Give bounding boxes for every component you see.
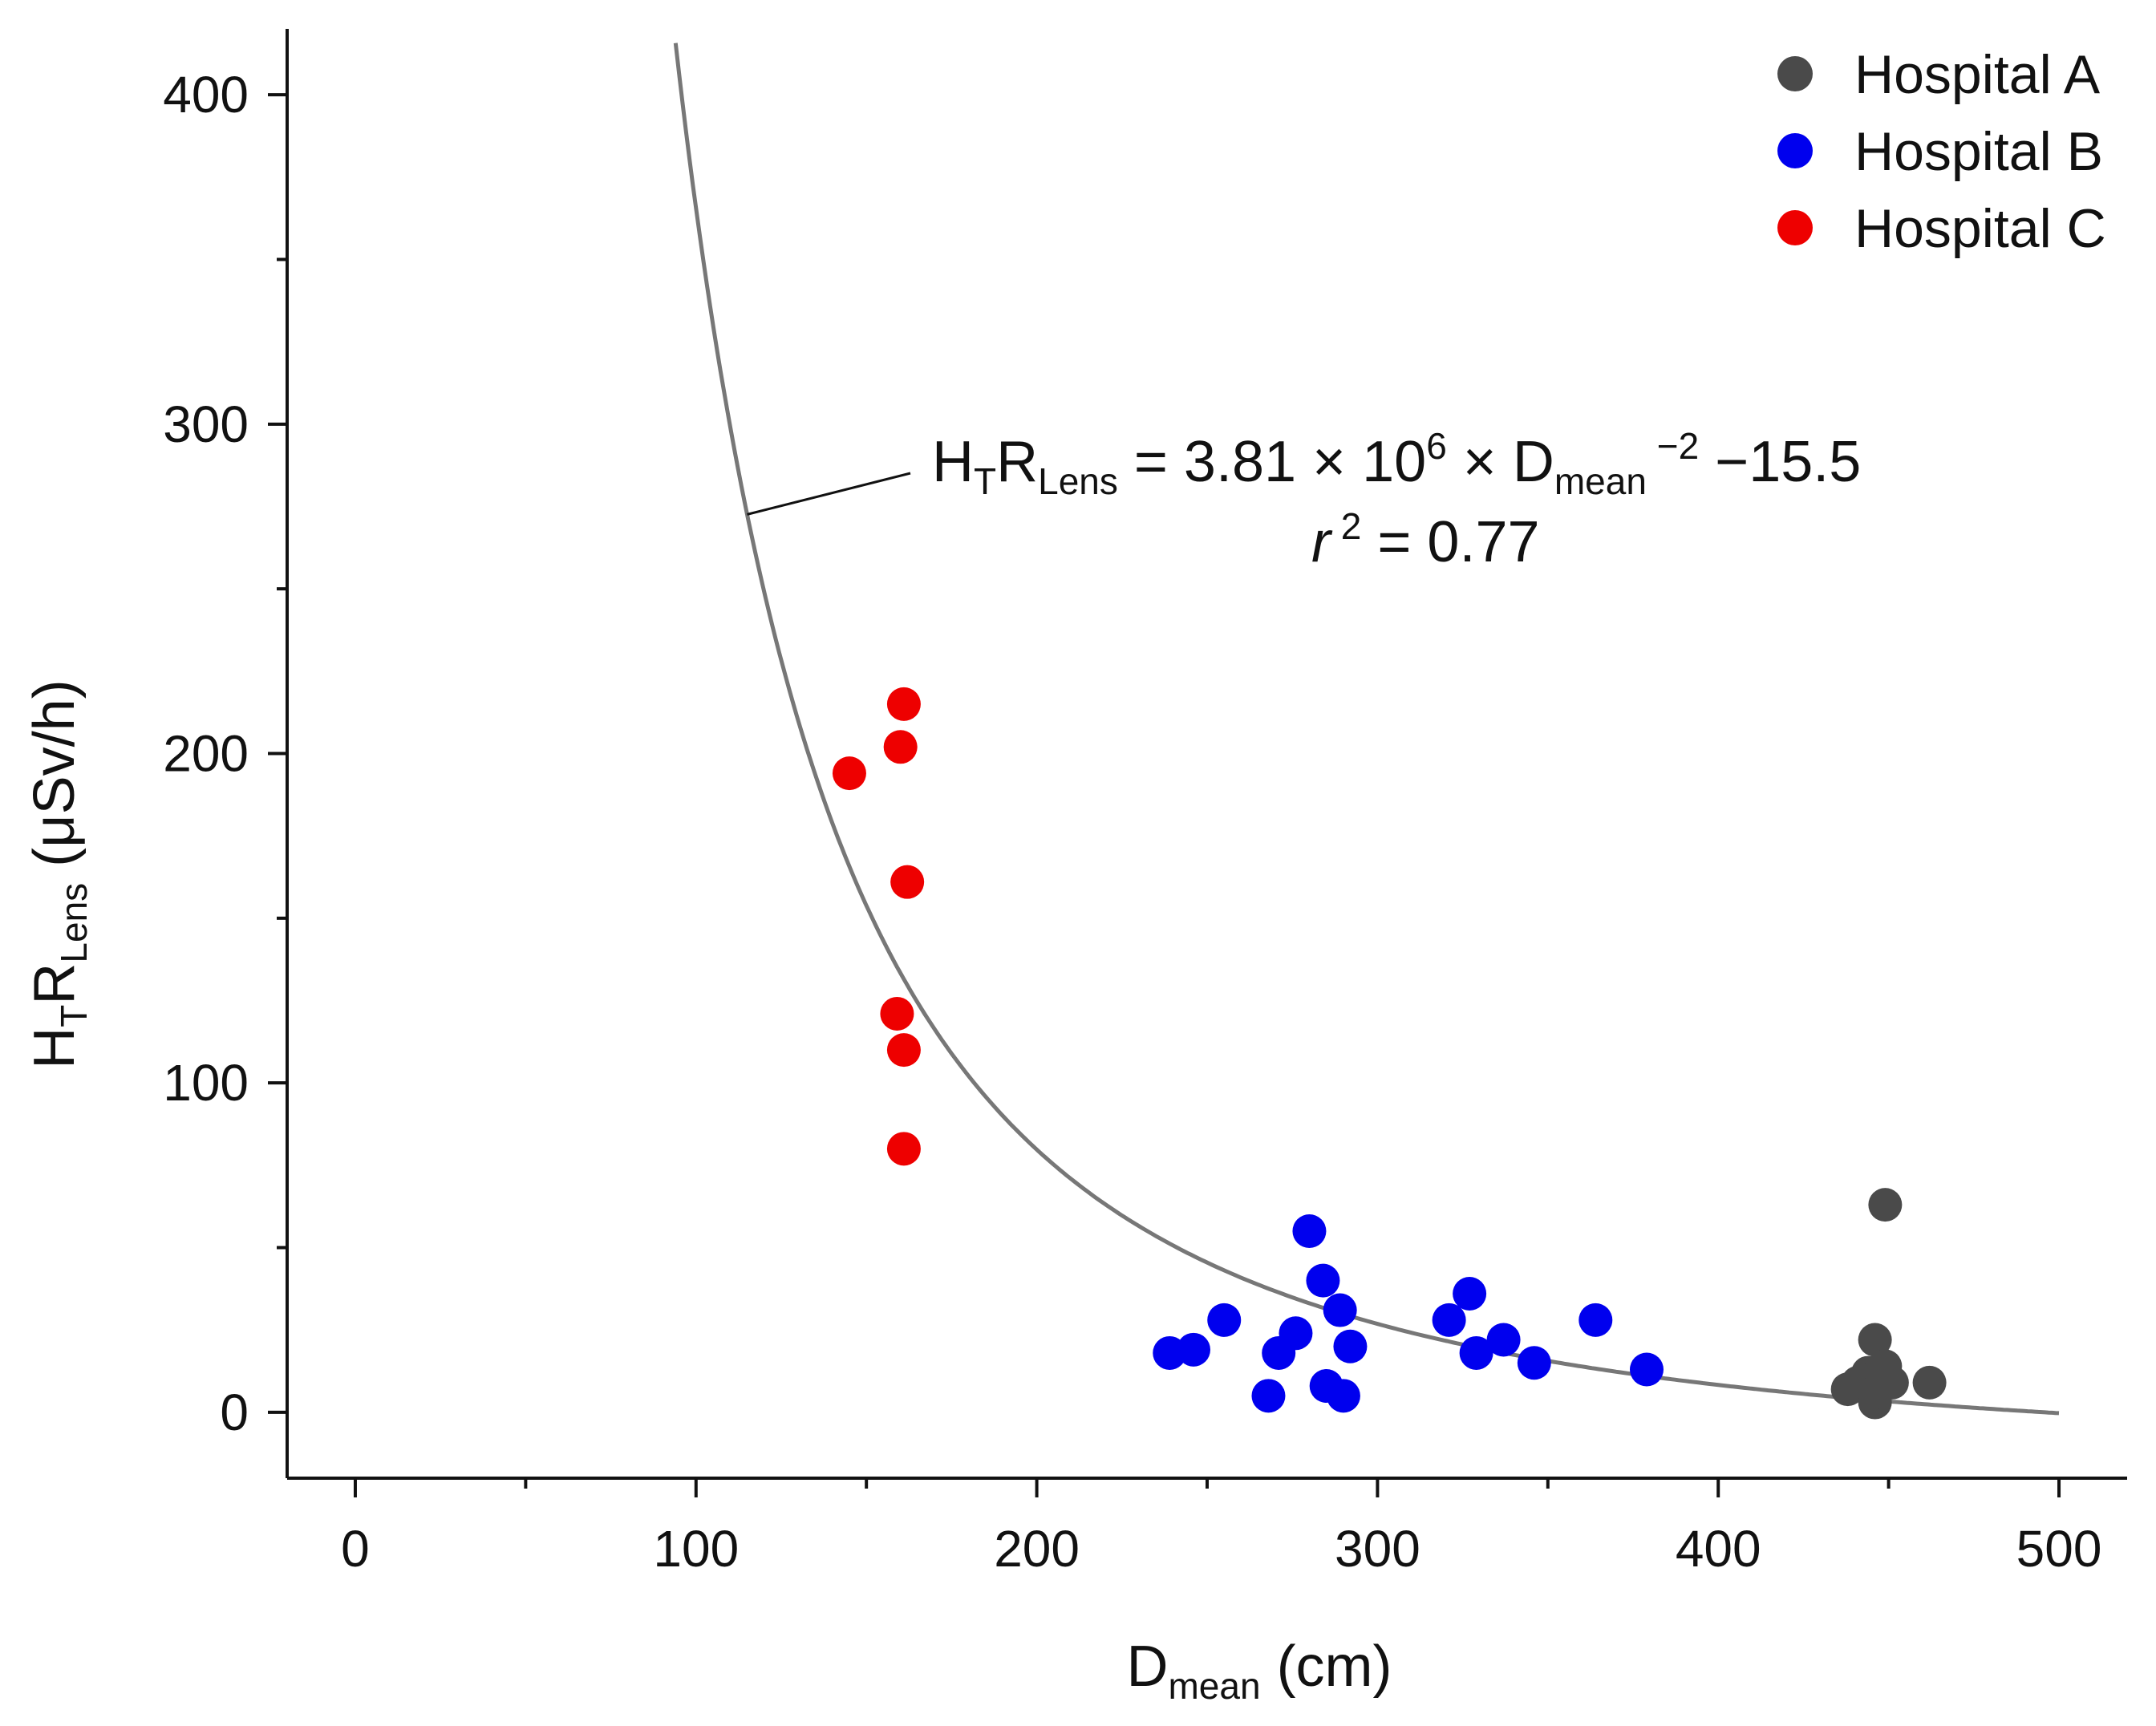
y-tick-label: 200 (163, 725, 249, 783)
hospital-c-point (880, 996, 914, 1031)
hospital-c-point (890, 865, 925, 899)
hospital-b-point (1251, 1379, 1286, 1413)
fit-r-squared: r 2 = 0.77 (1311, 505, 1540, 574)
hospital-b-point (1453, 1277, 1487, 1311)
x-tick-label: 100 (653, 1520, 739, 1578)
hospital-a-point (1858, 1376, 1892, 1410)
y-tick-label: 0 (220, 1384, 249, 1441)
fit-equation: HTRLens = 3.81 × 106 × Dmean −2 −15.5 (932, 425, 1861, 502)
fit-curve-layer (673, 43, 2060, 1416)
hospital-c-point (886, 687, 921, 721)
equation-pointer-line (747, 472, 911, 516)
legend-label-hospital-c: Hospital C (1854, 198, 2106, 259)
legend-marker-hospital-b (1777, 133, 1813, 168)
hospital-c-point (883, 730, 918, 764)
hospital-c-point (886, 1132, 921, 1166)
y-tick-label: 400 (163, 66, 249, 124)
y-tick-label: 100 (163, 1054, 249, 1112)
x-tick-label: 300 (1335, 1520, 1420, 1578)
legend: Hospital A Hospital B Hospital C (1777, 44, 2106, 259)
hospital-b-point (1630, 1352, 1664, 1387)
hospital-b-point (1306, 1263, 1340, 1298)
legend-label-hospital-b: Hospital B (1854, 121, 2103, 182)
x-tick-label: 0 (341, 1520, 370, 1578)
hospital-b-point (1486, 1323, 1521, 1357)
hospital-a-point (1912, 1365, 1947, 1400)
hospital-b-point (1578, 1303, 1613, 1337)
fit-curve (673, 43, 2060, 1416)
x-axis-title: Dmean (cm) (1126, 1635, 1392, 1707)
hospital-c-point (886, 1033, 921, 1068)
legend-marker-hospital-c (1777, 210, 1813, 245)
axes-layer: 0 100 200 300 400 500 0 100 200 300 400 (163, 29, 2127, 1578)
x-tick-label: 500 (2016, 1520, 2102, 1578)
data-points-layer (832, 687, 1947, 1420)
hospital-b-point (1432, 1303, 1466, 1337)
hospital-b-point (1326, 1379, 1360, 1413)
hospital-b-point (1207, 1303, 1242, 1337)
hospital-b-point (1517, 1346, 1551, 1380)
hospital-b-point (1333, 1329, 1368, 1363)
hospital-b-point (1323, 1293, 1357, 1327)
x-tick-label: 400 (1676, 1520, 1761, 1578)
hospital-b-point (1459, 1335, 1493, 1370)
hospital-b-point (1177, 1332, 1211, 1367)
legend-marker-hospital-a (1777, 56, 1813, 91)
x-tick-label: 200 (994, 1520, 1080, 1578)
y-tick-label: 300 (163, 395, 249, 453)
hospital-c-point (832, 756, 866, 791)
hospital-b-point (1292, 1213, 1327, 1248)
hospital-b-point (1279, 1316, 1313, 1351)
y-axis-title: HTRLens (μSv/h) (22, 679, 95, 1068)
hospital-a-point (1858, 1323, 1892, 1357)
legend-label-hospital-a: Hospital A (1854, 44, 2101, 105)
hospital-a-point (1868, 1188, 1903, 1222)
